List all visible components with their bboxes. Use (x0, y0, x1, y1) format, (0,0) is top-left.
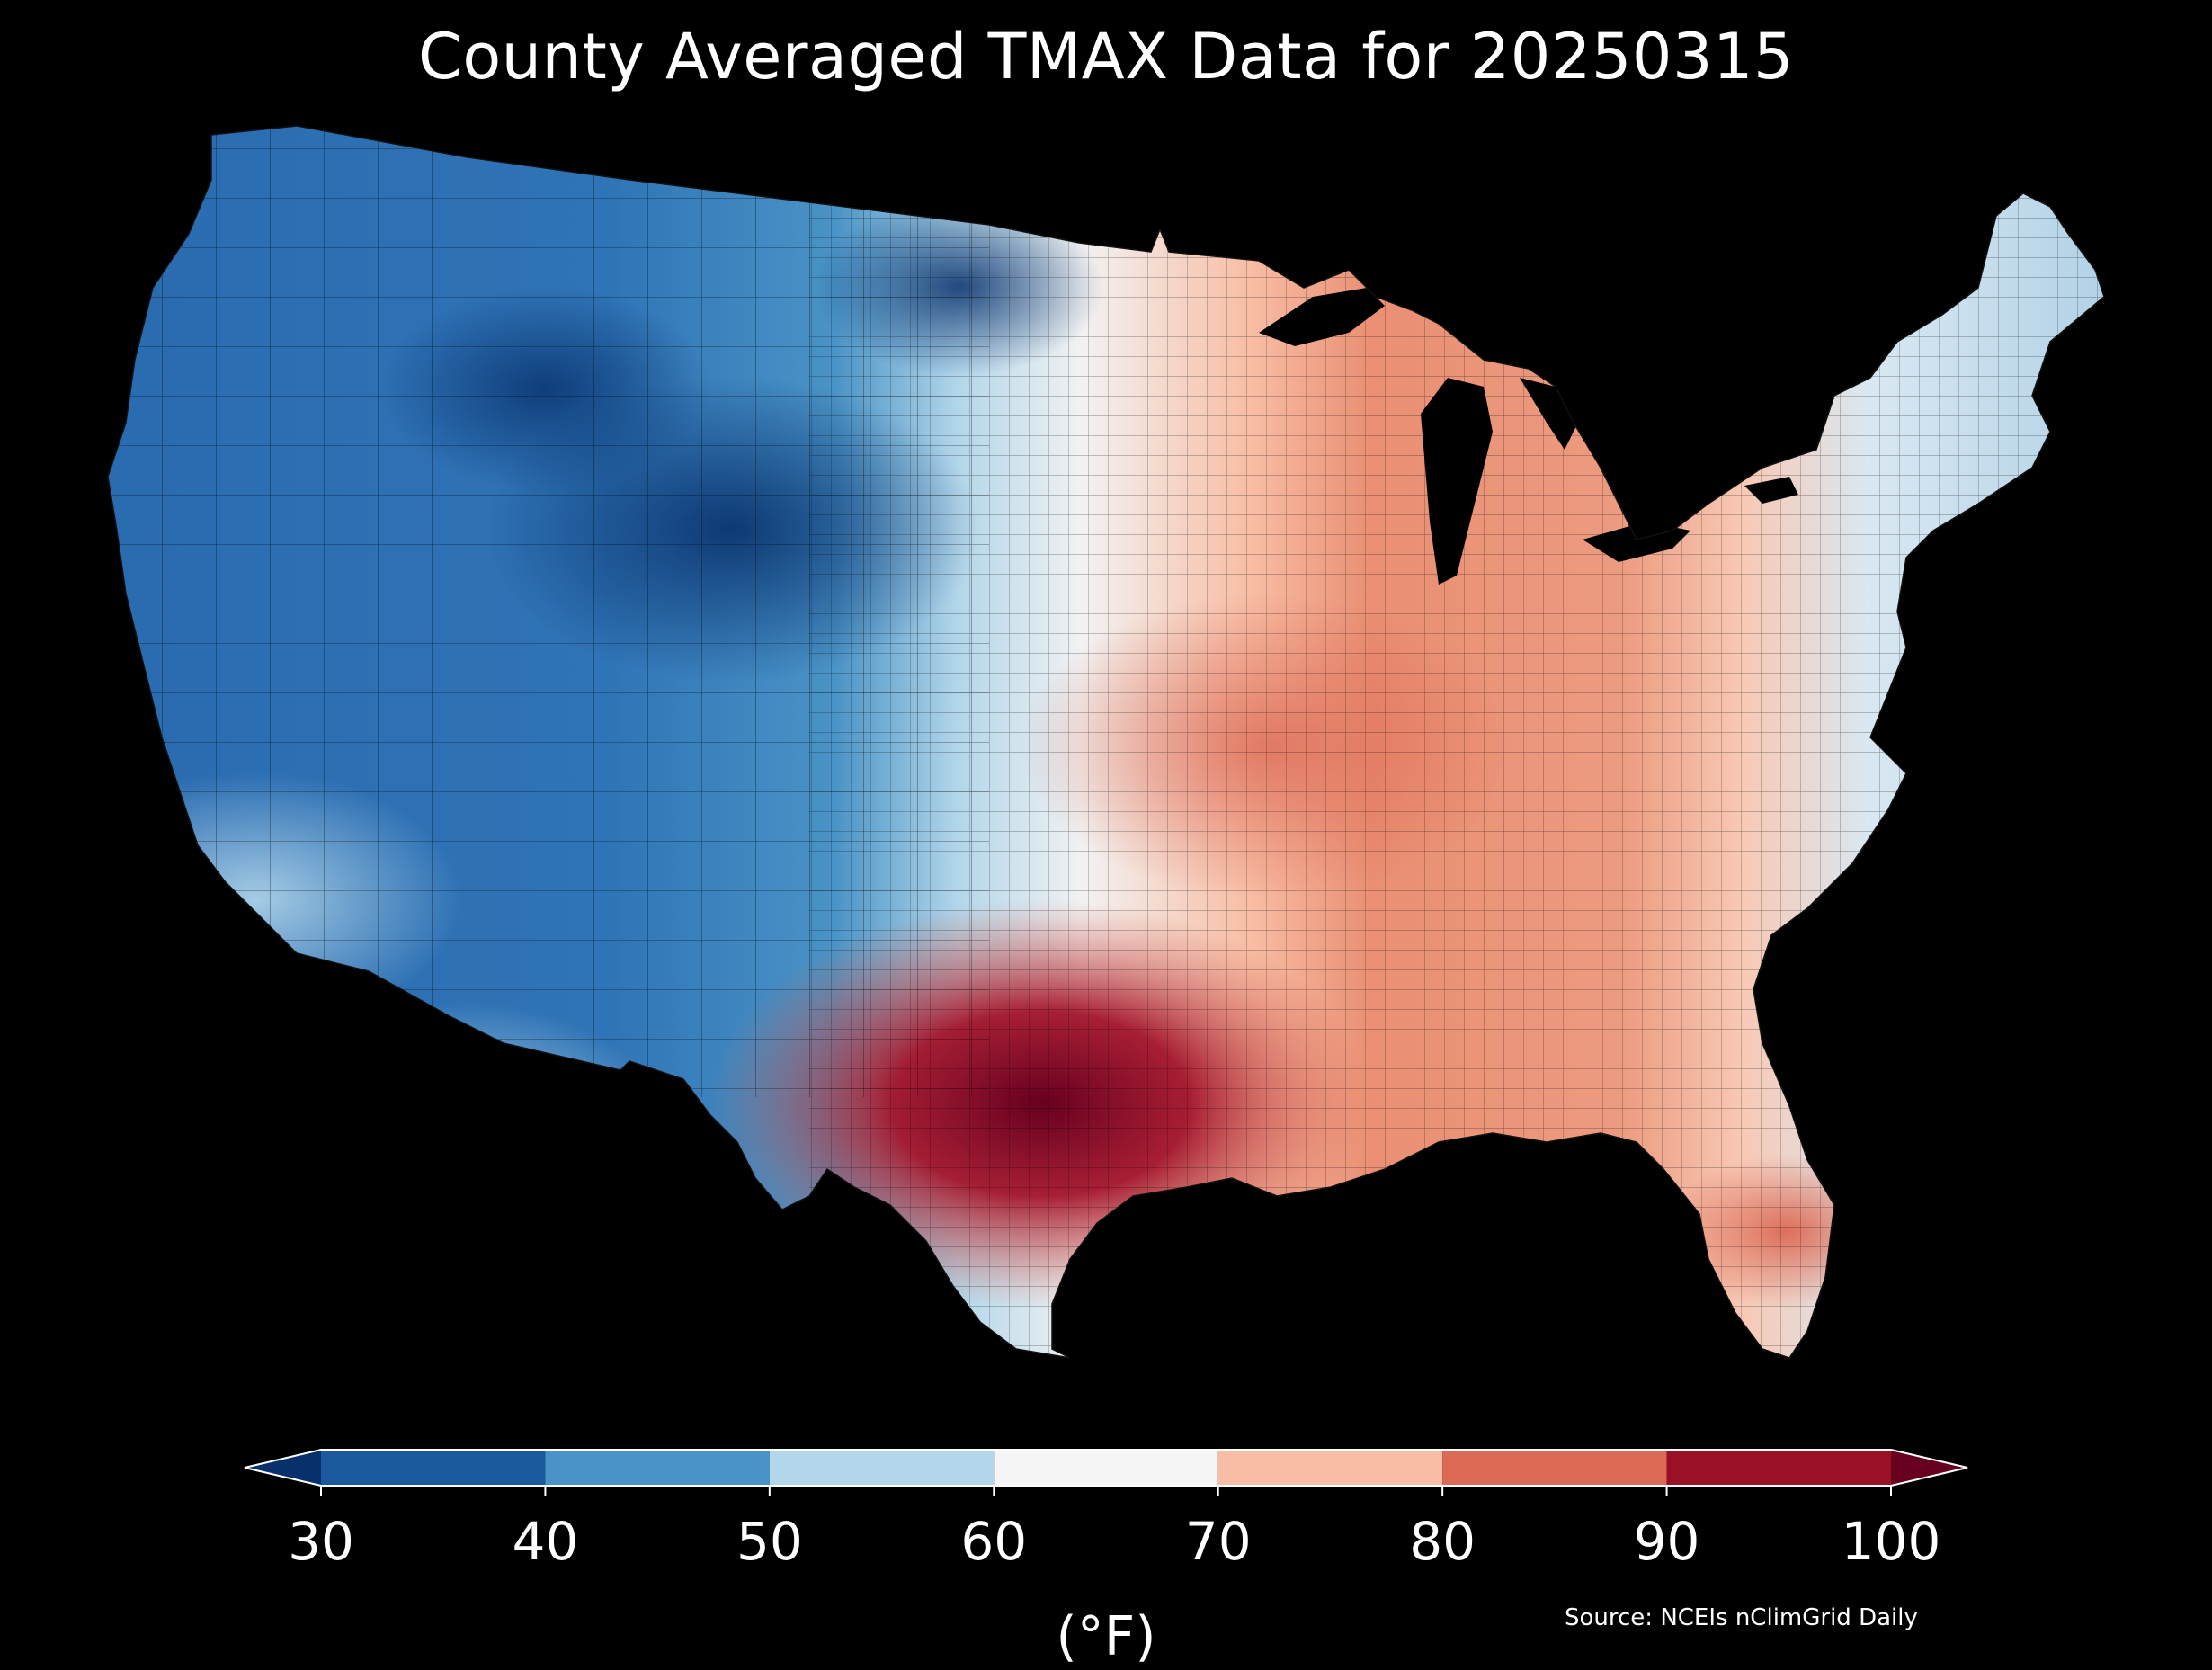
colorbar-bin-4 (1217, 1450, 1443, 1486)
colorbar-tick-label: 60 (960, 1511, 1028, 1572)
colorbar-tick-label: 50 (736, 1511, 803, 1572)
colorbar-tick-label: 100 (1841, 1511, 1941, 1572)
colorbar-bin-5 (1442, 1450, 1667, 1486)
colorbar-tick-label: 70 (1184, 1511, 1252, 1572)
colorbar-bin-1 (545, 1450, 770, 1486)
colorbar-tick-label: 40 (512, 1511, 579, 1572)
colorbar-tick-label: 30 (288, 1511, 354, 1572)
colorbar-under-arrow (245, 1450, 321, 1486)
colorbar-bin-0 (321, 1450, 546, 1486)
colorbar-bin-3 (994, 1450, 1218, 1486)
colorbar-unit-label: (°F) (1056, 1605, 1156, 1668)
colorbar-tick-label: 80 (1409, 1511, 1476, 1572)
map-title: County Averaged TMAX Data for 20250315 (417, 20, 1795, 94)
colorbar-over-arrow (1891, 1450, 1967, 1486)
colorbar-bin-2 (769, 1450, 995, 1486)
great-lakes (1259, 288, 1798, 585)
colorbar-tick-label: 90 (1633, 1511, 1700, 1572)
source-note: Source: NCEIs nClimGrid Daily (1565, 1604, 1918, 1631)
colorbar-bin-6 (1666, 1450, 1891, 1486)
